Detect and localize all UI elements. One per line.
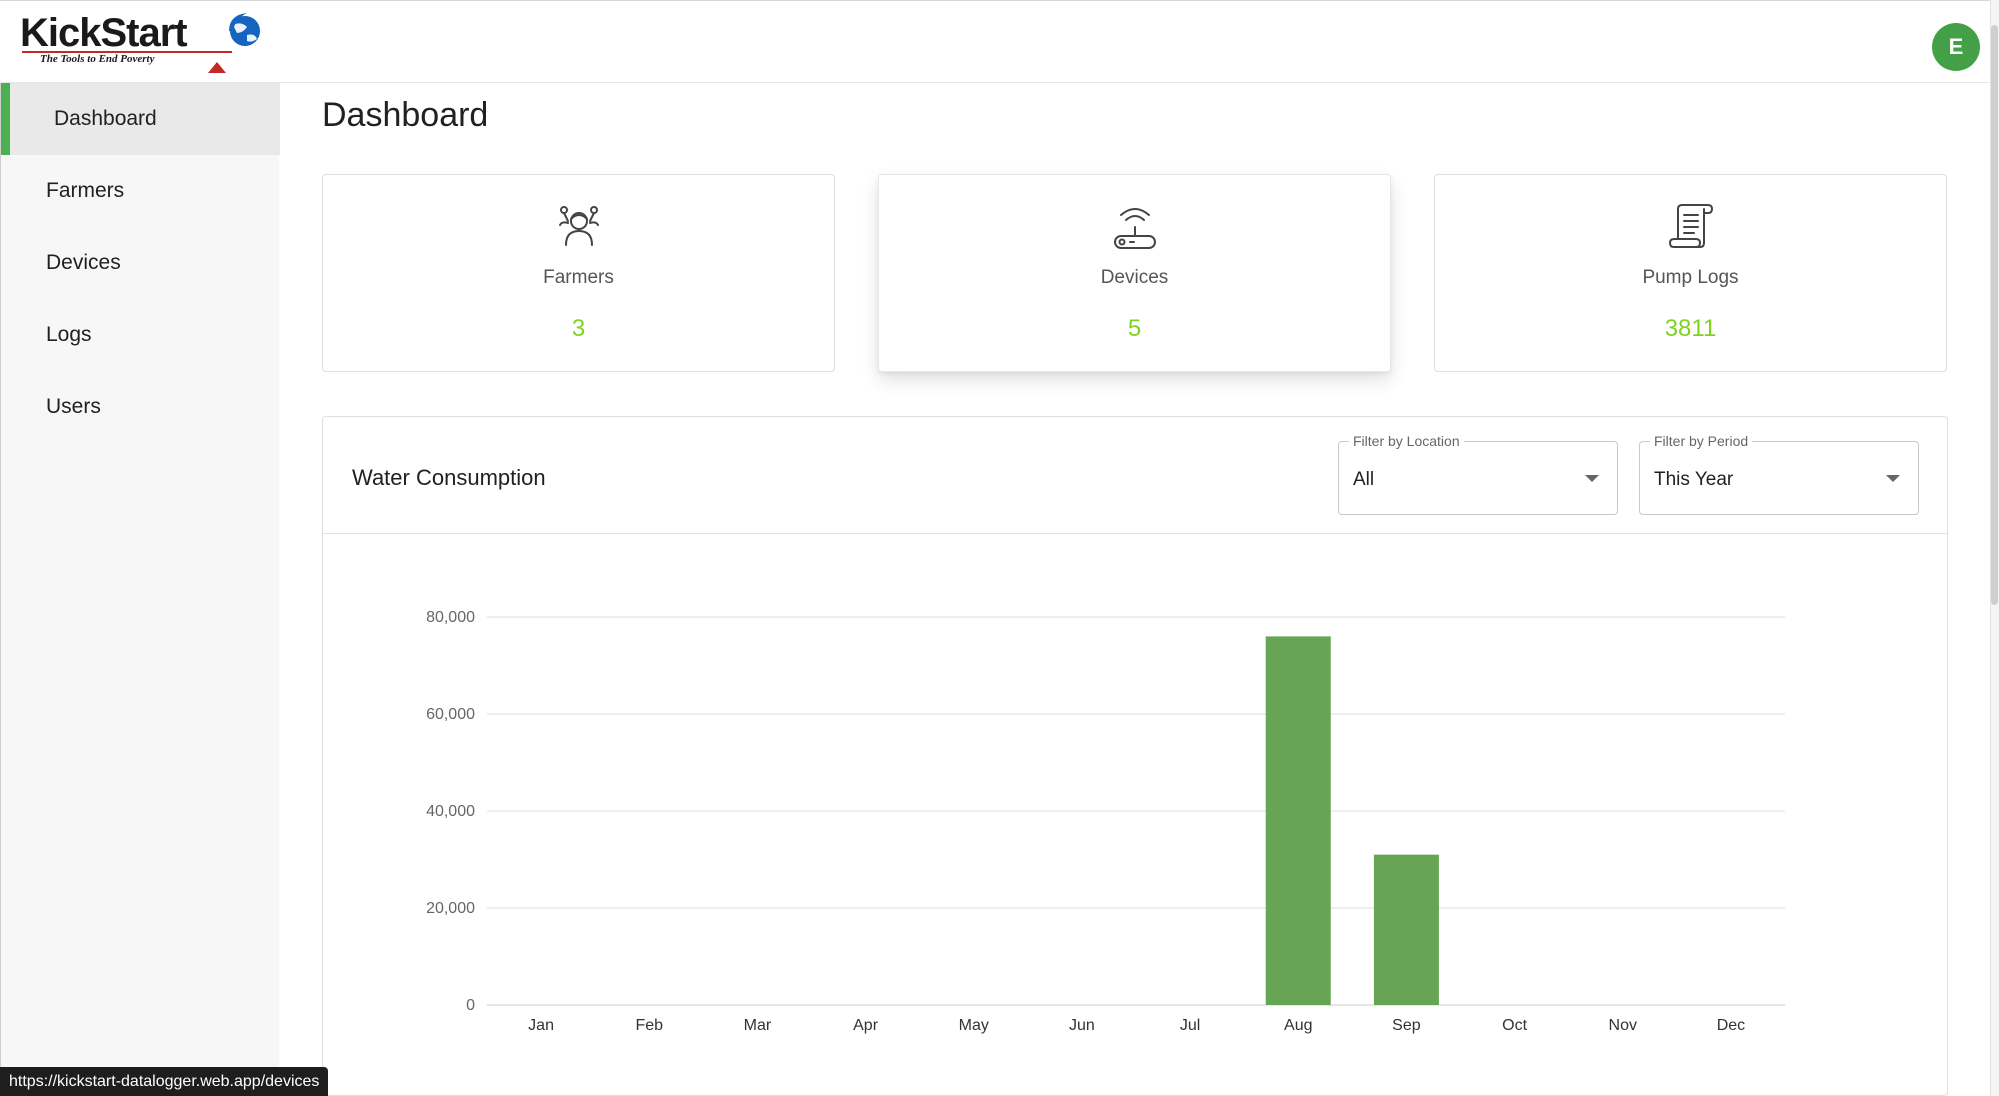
x-tick-label: Jul	[1180, 1017, 1200, 1034]
page-scrollbar-thumb[interactable]	[1991, 25, 1998, 605]
stat-value: 3	[571, 315, 586, 342]
sidebar-item-devices[interactable]: Devices	[1, 227, 280, 299]
scroll-icon	[1668, 204, 1713, 248]
x-tick-label: Nov	[1609, 1017, 1637, 1034]
x-tick-label: Feb	[635, 1017, 663, 1034]
y-tick-label: 0	[466, 997, 475, 1014]
sidebar-item-dashboard[interactable]: Dashboard	[1, 83, 280, 155]
logo-tagline: The Tools to End Poverty	[40, 53, 155, 65]
chevron-down-icon	[1585, 475, 1599, 482]
x-tick-label: Apr	[853, 1017, 879, 1034]
filter-value: All	[1353, 469, 1375, 490]
status-bar-url: https://kickstart-datalogger.web.app/dev…	[0, 1067, 329, 1096]
router-icon	[1113, 208, 1156, 249]
stat-label: Pump Logs	[1642, 267, 1739, 288]
logo-underline	[22, 51, 232, 53]
y-tick-label: 40,000	[426, 803, 475, 820]
devices-stat-card[interactable]: Devices 5	[878, 174, 1391, 372]
bar-aug	[1265, 636, 1331, 1005]
filter-value: This Year	[1654, 469, 1734, 490]
user-avatar[interactable]: E	[1932, 23, 1980, 71]
chart-card-title: Water Consumption	[352, 465, 546, 490]
filter-legend: Filter by Period	[1650, 433, 1753, 449]
x-tick-label: May	[959, 1017, 989, 1034]
y-tick-label: 20,000	[426, 900, 475, 917]
sidebar-item-logs[interactable]: Logs	[1, 299, 280, 371]
chart-card-header: Water Consumption Filter by Location All…	[323, 417, 1947, 534]
x-tick-label: Sep	[1392, 1017, 1421, 1034]
sidebar: Dashboard Farmers Devices Logs Users	[0, 83, 280, 1096]
filter-legend: Filter by Location	[1349, 433, 1464, 449]
water-consumption-card: Water Consumption Filter by Location All…	[322, 416, 1948, 1096]
top-app-bar: KickStart The Tools to End Poverty E	[0, 0, 1990, 83]
logo-triangle-icon	[208, 62, 226, 73]
sidebar-item-users[interactable]: Users	[1, 371, 280, 443]
y-tick-label: 60,000	[426, 706, 475, 723]
bar-sep	[1373, 854, 1439, 1005]
farmers-stat-card[interactable]: Farmers 3	[322, 174, 835, 372]
x-tick-label: Aug	[1284, 1017, 1312, 1034]
kickstart-logo[interactable]: KickStart The Tools to End Poverty	[20, 11, 260, 73]
farmer-icon	[558, 206, 599, 246]
x-tick-label: Dec	[1717, 1017, 1745, 1034]
stat-label: Devices	[1100, 267, 1169, 288]
stat-value: 5	[1127, 315, 1142, 342]
sidebar-item-label: Farmers	[46, 179, 125, 202]
logo-wordmark: KickStart	[20, 11, 188, 55]
pump-logs-stat-card[interactable]: Pump Logs 3811	[1434, 174, 1947, 372]
stat-label: Farmers	[543, 267, 614, 288]
x-tick-label: Jun	[1069, 1017, 1095, 1034]
globe-icon	[229, 13, 260, 46]
location-filter-select[interactable]: Filter by Location All	[1338, 433, 1618, 515]
x-tick-label: Oct	[1502, 1017, 1527, 1034]
sidebar-item-label: Dashboard	[54, 107, 157, 130]
period-filter-select[interactable]: Filter by Period This Year	[1639, 433, 1919, 515]
x-tick-label: Jan	[528, 1017, 554, 1034]
sidebar-item-label: Devices	[46, 251, 121, 274]
x-tick-label: Mar	[744, 1017, 772, 1034]
water-consumption-chart: 0 20,000 40,000 60,000 80,000 Jan Feb Mar Apr May…	[426, 609, 1785, 1034]
sidebar-item-label: Logs	[46, 323, 92, 346]
page-title: Dashboard	[322, 96, 489, 134]
stat-value: 3811	[1664, 315, 1717, 342]
sidebar-item-label: Users	[46, 395, 101, 418]
sidebar-item-farmers[interactable]: Farmers	[1, 155, 280, 227]
chevron-down-icon	[1886, 475, 1900, 482]
y-tick-label: 80,000	[426, 609, 475, 626]
